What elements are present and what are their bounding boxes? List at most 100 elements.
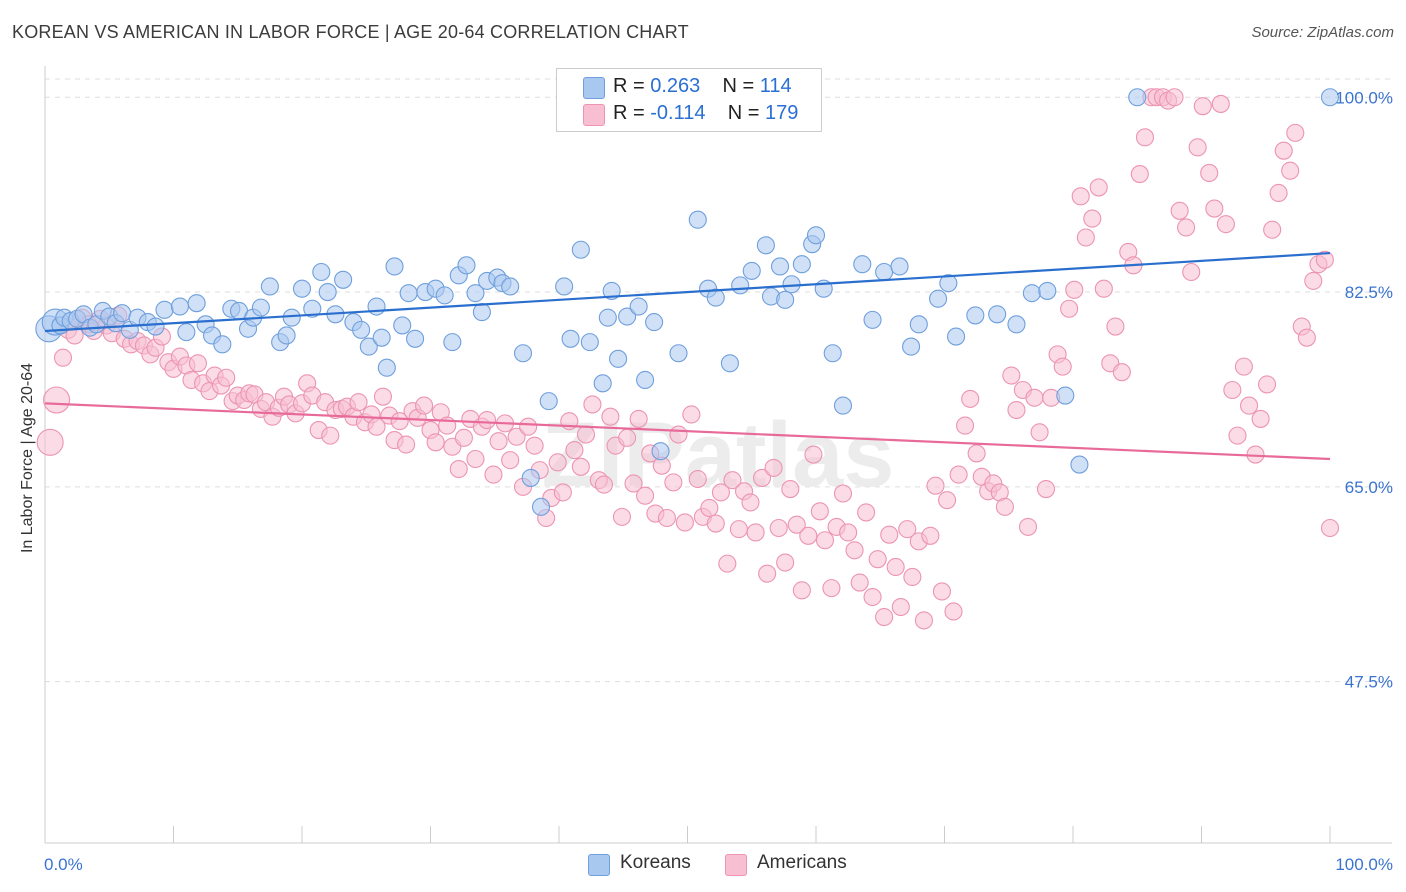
americans-legend-swatch — [725, 854, 747, 876]
korean-point — [782, 275, 801, 294]
korean-point — [303, 299, 322, 318]
american-point — [926, 476, 945, 495]
korean-point — [539, 392, 558, 411]
y-tick-label: 65.0% — [1345, 478, 1393, 497]
american-point — [1257, 375, 1277, 394]
american-point — [321, 426, 340, 445]
american-point — [1304, 271, 1323, 290]
american-point — [729, 520, 748, 539]
korean-point — [988, 305, 1007, 324]
american-point — [548, 453, 567, 472]
korean-point — [902, 337, 921, 356]
american-point — [1094, 279, 1113, 298]
korean-point — [1022, 284, 1041, 303]
n-label: N = — [722, 75, 755, 97]
american-point — [664, 473, 683, 492]
american-point — [466, 449, 485, 469]
tick-labels: 47.5% 65.0% 82.5% 100.0% 0.0% 100.0% — [44, 88, 1393, 874]
american-point — [949, 465, 968, 484]
american-point — [682, 405, 701, 424]
american-point — [1205, 199, 1224, 218]
korean-point — [334, 270, 353, 289]
korean-point — [155, 300, 174, 319]
american-point — [449, 459, 468, 479]
american-point — [636, 486, 655, 505]
korean-point — [669, 344, 688, 363]
korean-point — [1128, 88, 1147, 107]
x-tick-label-max: 100.0% — [1335, 855, 1393, 874]
korean-point — [318, 282, 337, 302]
korean-point — [731, 276, 750, 295]
american-point — [752, 468, 772, 487]
americans-legend-label: Americans — [757, 852, 847, 873]
korean-point — [618, 307, 637, 326]
american-point — [397, 435, 416, 454]
korean-point — [393, 316, 412, 335]
korean-point — [875, 262, 894, 282]
american-point — [741, 493, 760, 512]
americans-swatch — [583, 104, 605, 126]
american-point — [792, 581, 811, 600]
american-point — [454, 428, 473, 447]
american-point — [484, 465, 503, 484]
korean-point — [385, 257, 404, 276]
american-point — [921, 526, 940, 545]
american-point — [886, 557, 905, 577]
american-point — [1025, 388, 1044, 407]
american-point — [1060, 299, 1079, 318]
korean-point — [367, 297, 386, 316]
korean-point — [947, 327, 966, 346]
american-point — [810, 502, 829, 521]
american-point — [507, 427, 526, 446]
american-point — [758, 564, 777, 583]
n-label: N = — [727, 102, 760, 124]
american-point — [1315, 250, 1334, 269]
korean-point — [561, 329, 580, 348]
american-point — [1239, 396, 1259, 415]
korean-point — [688, 210, 707, 229]
american-point — [815, 531, 835, 550]
korean-point — [372, 328, 391, 347]
korean-point — [742, 261, 761, 280]
american-point — [995, 497, 1014, 516]
american-point — [1251, 409, 1270, 428]
korean-point — [555, 277, 574, 296]
american-point — [601, 407, 620, 426]
american-point — [804, 445, 823, 464]
koreans-legend-swatch — [588, 854, 610, 876]
american-point — [944, 602, 963, 621]
american-point — [839, 523, 858, 542]
korean-point — [1038, 281, 1057, 300]
korean-point — [466, 284, 485, 303]
korean-point — [146, 317, 165, 336]
american-point — [477, 410, 497, 430]
data-points — [35, 88, 1340, 630]
american-point — [1170, 201, 1189, 220]
r-value: -0.114 — [650, 102, 706, 124]
korean-point — [213, 335, 232, 354]
american-point — [43, 386, 71, 414]
american-point — [903, 567, 922, 587]
r-label: R = — [613, 75, 645, 97]
american-point — [776, 553, 795, 572]
korean-point — [645, 313, 664, 332]
american-point — [669, 425, 688, 444]
korean-point — [706, 288, 725, 307]
american-point — [36, 428, 64, 456]
american-point — [1002, 366, 1021, 385]
korean-trend-line — [44, 251, 1331, 333]
n-value: 179 — [764, 102, 799, 124]
korean-point — [399, 284, 418, 303]
american-point — [657, 508, 676, 528]
american-point — [553, 483, 572, 502]
american-point — [1228, 426, 1247, 445]
korean-point — [1070, 455, 1089, 474]
american-point — [525, 436, 544, 455]
korean-point — [187, 294, 206, 313]
american-point — [938, 491, 957, 510]
american-point — [1071, 187, 1090, 206]
american-point — [1053, 357, 1072, 376]
korean-point — [457, 256, 476, 275]
american-point — [576, 425, 596, 444]
american-point — [519, 417, 538, 436]
